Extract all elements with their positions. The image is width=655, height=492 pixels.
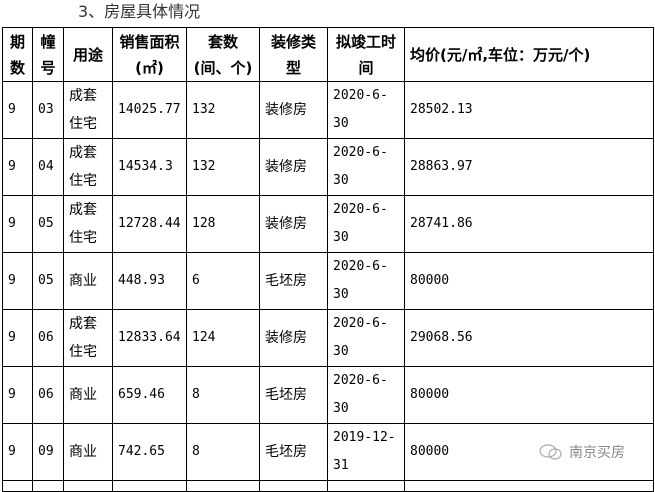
table-cell [327,480,405,492]
table-cell: 742.65 [112,423,187,481]
table-cell: 8 [186,366,260,424]
table-cell: 6 [186,252,260,310]
table-cell: 成套住宅 [63,81,113,139]
table-cell: 商业 [63,366,113,424]
column-header: 期数 [2,27,33,82]
table-cell: 装修房 [259,138,328,196]
table-cell: 成套住宅 [63,138,113,196]
table-cell: 2020-6-30 [327,81,405,139]
table-cell: 毛坯房 [259,252,328,310]
table-row: 9 05 成套住宅 12728.44 128 装修房 2020-6-30 28741.86 [2,195,654,253]
table-cell: 04 [32,138,64,196]
table-cell: 毛坯房 [259,366,328,424]
table-cell: 2020-6-30 [327,138,405,196]
column-header: 装修类型 [259,27,328,82]
table-cell: 2020-6-30 [327,195,405,253]
table-row: 9 06 商业 659.46 8 毛坯房 2020-6-30 80000 [2,366,654,424]
column-header: 用途 [63,27,113,82]
table-cell: 05 [32,252,64,310]
table-cell: 659.46 [112,366,187,424]
table-cell: 毛坯房 [259,423,328,481]
table-cell: 29068.56 [404,309,654,367]
table-cell: 2020-6-30 [327,366,405,424]
watermark: 南京买房 [537,442,625,462]
table-row: 9 09 商业 742.65 8 毛坯房 2019-12-31 80000 [2,423,654,481]
section-title: 3、房屋具体情况 [78,2,201,21]
table-cell: 128 [186,195,260,253]
table-cell [404,480,654,492]
column-header: 销售面积(㎡) [112,27,187,82]
table-cell: 80000 [404,252,654,310]
table-row: 9 05 商业 448.93 6 毛坯房 2020-6-30 80000 [2,252,654,310]
table-cell: 06 [32,309,64,367]
table-cell: 80000 [404,423,654,481]
table-cell: 9 [2,195,33,253]
column-header: 幢号 [32,27,64,82]
table-cell [186,480,260,492]
table-cell: 03 [32,81,64,139]
table-cell: 8 [186,423,260,481]
table-cell [2,480,33,492]
table-cell: 9 [2,423,33,481]
table-row: 9 04 成套住宅 14534.3 132 装修房 2020-6-30 28863.97 [2,138,654,196]
table-cell: 28741.86 [404,195,654,253]
table-cell: 80000 [404,366,654,424]
watermark-text: 南京买房 [569,445,625,461]
table-cell: 装修房 [259,195,328,253]
housing-table: 期数 幢号 用途 销售面积(㎡) 套数(间、个) 装修类型 拟竣工时间 均价(元/㎡,车位：万… [2,27,654,492]
table-cell: 装修房 [259,309,328,367]
table-cell: 12833.64 [112,309,187,367]
table-cell: 28502.13 [404,81,654,139]
table-row: 9 06 成套住宅 12833.64 124 装修房 2020-6-30 29068.56 [2,309,654,367]
table-cell: 132 [186,81,260,139]
table-cell [259,480,328,492]
table-cell: 28863.97 [404,138,654,196]
table-cell: 12728.44 [112,195,187,253]
table-cell: 9 [2,366,33,424]
table-cell [63,480,113,492]
table-cell: 9 [2,309,33,367]
table-row [2,480,654,492]
table-cell: 9 [2,81,33,139]
table-cell: 14534.3 [112,138,187,196]
table-cell: 448.93 [112,252,187,310]
column-header: 拟竣工时间 [327,27,405,82]
wechat-icon [539,444,562,460]
table-cell: 9 [2,252,33,310]
table-cell: 14025.77 [112,81,187,139]
table-row: 9 03 成套住宅 14025.77 132 装修房 2020-6-30 28502.13 [2,81,654,139]
table-cell [112,480,187,492]
column-header: 均价(元/㎡,车位：万元/个) [404,27,654,82]
table-cell: 成套住宅 [63,309,113,367]
table-header-row: 期数 幢号 用途 销售面积(㎡) 套数(间、个) 装修类型 拟竣工时间 均价(元/㎡,车位：万… [2,27,654,82]
table-cell: 124 [186,309,260,367]
table-cell: 09 [32,423,64,481]
table-cell: 06 [32,366,64,424]
table-cell: 2020-6-30 [327,309,405,367]
column-header: 套数(间、个) [186,27,260,82]
table-cell: 商业 [63,423,113,481]
table-cell: 商业 [63,252,113,310]
table-cell [32,480,64,492]
table-cell: 成套住宅 [63,195,113,253]
table-cell: 05 [32,195,64,253]
table-cell: 2020-6-30 [327,252,405,310]
table-cell: 2019-12-31 [327,423,405,481]
table-cell: 装修房 [259,81,328,139]
table-cell: 9 [2,138,33,196]
table-cell: 132 [186,138,260,196]
